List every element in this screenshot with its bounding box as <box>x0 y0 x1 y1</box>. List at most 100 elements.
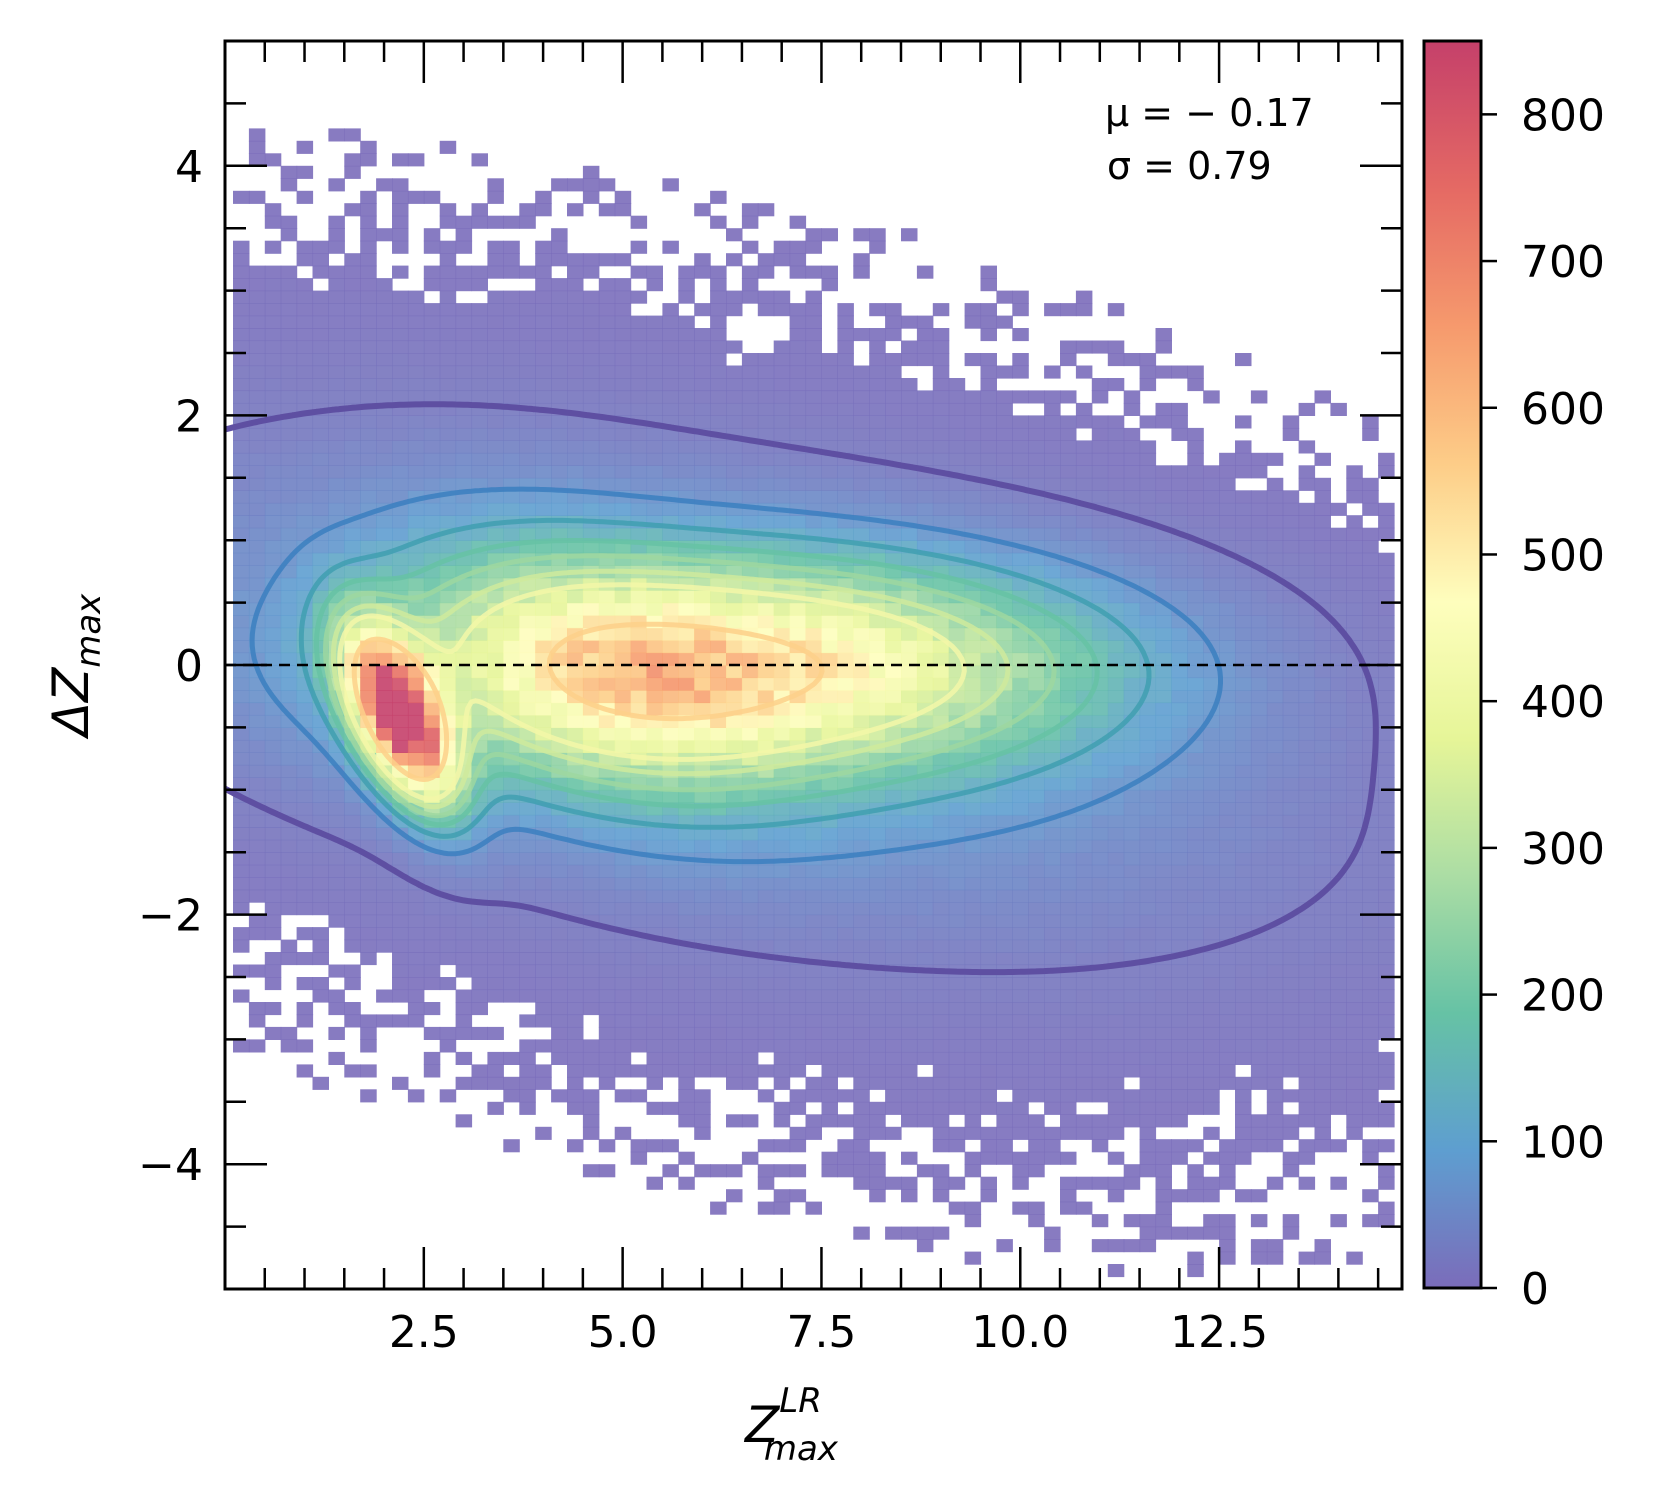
histogram-cell <box>1314 1126 1331 1140</box>
histogram-cell <box>1250 690 1268 704</box>
histogram-cell <box>757 827 775 841</box>
histogram-cell <box>1314 902 1331 916</box>
histogram-cell <box>1362 1089 1379 1103</box>
histogram-cell <box>789 540 807 554</box>
histogram-cell <box>773 615 791 629</box>
histogram-cell <box>1378 652 1395 666</box>
histogram-cell <box>741 964 759 978</box>
histogram-cell <box>964 415 982 429</box>
histogram-cell <box>1314 527 1331 541</box>
histogram-cell <box>1203 777 1220 791</box>
histogram-cell <box>901 490 918 504</box>
histogram-cell <box>1107 1014 1125 1028</box>
histogram-cell <box>407 727 425 741</box>
histogram-cell <box>805 228 822 242</box>
histogram-cell <box>1091 952 1109 966</box>
histogram-cell <box>1139 602 1157 616</box>
histogram-cell <box>296 440 314 454</box>
histogram-cell <box>1075 764 1093 778</box>
histogram-cell <box>805 602 822 616</box>
histogram-cell <box>1203 1014 1220 1028</box>
histogram-cell <box>948 627 966 641</box>
histogram-cell <box>1362 989 1379 1003</box>
histogram-cell <box>344 864 361 878</box>
histogram-cell <box>392 952 409 966</box>
histogram-cell <box>1330 927 1347 941</box>
histogram-cell <box>821 402 838 416</box>
histogram-cell <box>1203 964 1220 978</box>
histogram-cell <box>916 353 934 367</box>
histogram-cell <box>885 303 902 317</box>
histogram-cell <box>821 415 838 429</box>
histogram-cell <box>1139 452 1157 466</box>
colorbar-tick-label: 400 <box>1521 677 1605 728</box>
histogram-cell <box>1314 702 1331 716</box>
histogram-cell <box>296 365 314 379</box>
histogram-cell <box>519 303 536 317</box>
histogram-cell <box>996 1014 1013 1028</box>
histogram-cell <box>1235 1114 1252 1128</box>
histogram-cell <box>1250 727 1268 741</box>
histogram-cell <box>885 1026 902 1040</box>
histogram-cell <box>741 902 759 916</box>
histogram-cell <box>280 440 298 454</box>
histogram-cell <box>535 577 552 591</box>
histogram-cell <box>980 1014 997 1028</box>
histogram-cell <box>1362 839 1379 853</box>
histogram-cell <box>853 1089 870 1103</box>
histogram-cell <box>1012 1002 1029 1016</box>
histogram-cell <box>853 902 870 916</box>
histogram-cell <box>1298 1051 1316 1065</box>
histogram-cell <box>344 440 361 454</box>
histogram-cell <box>360 902 377 916</box>
histogram-cell <box>1235 852 1252 866</box>
histogram-cell <box>678 440 695 454</box>
histogram-cell <box>503 939 520 953</box>
histogram-cell <box>582 353 600 367</box>
histogram-cell <box>1044 477 1061 491</box>
histogram-cell <box>392 652 409 666</box>
histogram-cell <box>233 565 250 579</box>
histogram-cell <box>551 889 568 903</box>
histogram-cell <box>1346 952 1363 966</box>
histogram-cell <box>1346 739 1363 753</box>
histogram-cell <box>1250 989 1268 1003</box>
histogram-cell <box>1028 1064 1045 1078</box>
histogram-cell <box>1235 902 1252 916</box>
histogram-cell <box>646 477 663 491</box>
histogram-cell <box>376 1014 393 1028</box>
histogram-cell <box>248 278 266 292</box>
histogram-cell <box>296 415 314 429</box>
histogram-cell <box>328 452 345 466</box>
histogram-cell <box>694 1126 711 1140</box>
histogram-cell <box>1378 602 1395 616</box>
histogram-cell <box>805 714 822 728</box>
histogram-cell <box>1298 989 1316 1003</box>
histogram-cell <box>582 964 600 978</box>
histogram-cell <box>1107 690 1125 704</box>
histogram-cell <box>360 1014 377 1028</box>
histogram-cell <box>1266 714 1284 728</box>
histogram-cell <box>869 902 886 916</box>
histogram-cell <box>996 789 1013 803</box>
histogram-cell <box>1012 1101 1029 1115</box>
histogram-cell <box>773 465 791 479</box>
histogram-cell <box>551 278 568 292</box>
histogram-cell <box>1250 702 1268 716</box>
histogram-cell <box>519 1064 536 1078</box>
histogram-cell <box>582 727 600 741</box>
histogram-cell <box>773 1051 791 1065</box>
histogram-cell <box>853 939 870 953</box>
histogram-cell <box>423 1026 441 1040</box>
histogram-cell <box>948 540 966 554</box>
histogram-cell <box>773 365 791 379</box>
histogram-cell <box>392 902 409 916</box>
histogram-cell <box>296 490 314 504</box>
histogram-cell <box>1187 964 1204 978</box>
histogram-cell <box>328 365 345 379</box>
histogram-cell <box>519 465 536 479</box>
histogram-cell <box>1123 1239 1141 1253</box>
histogram-cell <box>360 140 377 154</box>
histogram-cell <box>757 1089 775 1103</box>
histogram-cell <box>662 1039 679 1053</box>
